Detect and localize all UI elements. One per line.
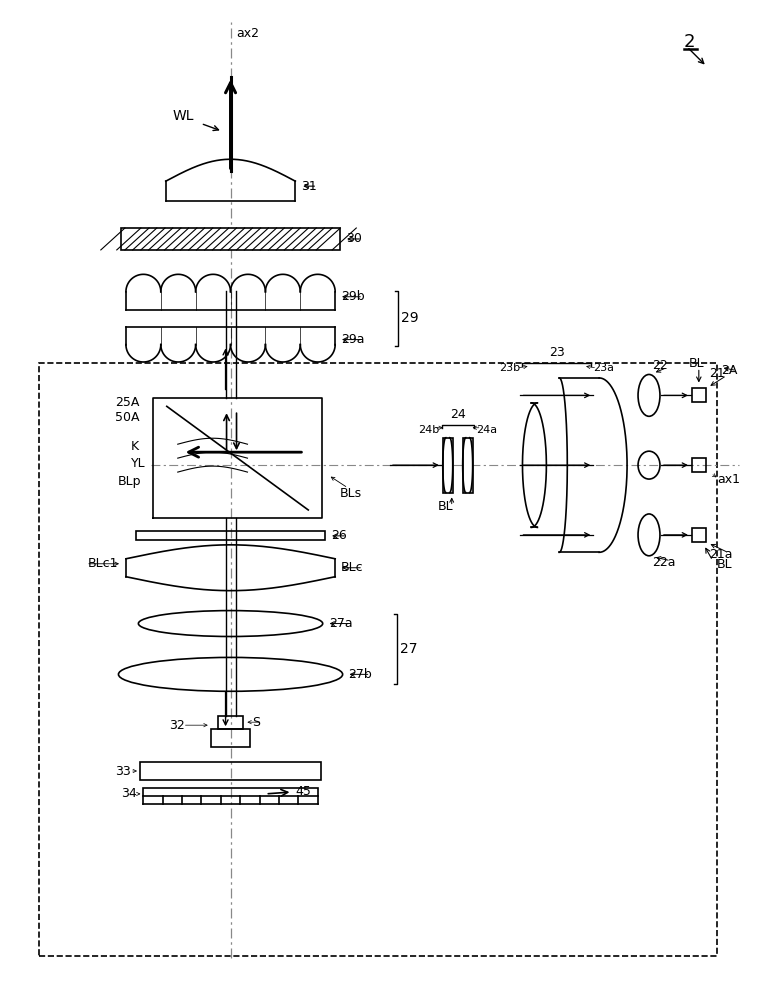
Bar (692, 388, 706, 402)
Text: 21: 21 (709, 367, 725, 380)
Bar (121, 228, 340, 250)
Text: 23: 23 (549, 346, 565, 359)
Text: ax2: ax2 (236, 27, 259, 40)
Text: 22: 22 (652, 359, 668, 372)
Text: BL: BL (438, 500, 453, 513)
Text: BLc1: BLc1 (88, 557, 118, 570)
Bar (218, 716, 243, 729)
Text: 24b: 24b (418, 425, 440, 435)
Text: 31: 31 (301, 180, 317, 193)
Text: 29a: 29a (341, 333, 365, 346)
Bar (211, 729, 250, 747)
Text: 23a: 23a (594, 363, 614, 373)
Text: 21a: 21a (709, 548, 732, 561)
Text: 45: 45 (296, 785, 312, 798)
Text: 32: 32 (169, 719, 184, 732)
Text: BLc: BLc (341, 561, 364, 574)
Text: 27a: 27a (329, 617, 352, 630)
Text: 29b: 29b (341, 290, 365, 303)
Text: BLs: BLs (340, 487, 362, 500)
Text: 50A: 50A (115, 411, 139, 424)
Text: K: K (131, 440, 139, 453)
Text: YL: YL (131, 457, 146, 470)
Text: WL: WL (173, 109, 194, 123)
Text: 24: 24 (449, 408, 465, 421)
Bar (692, 528, 706, 542)
Text: 34: 34 (121, 787, 137, 800)
Text: 2A: 2A (721, 364, 737, 377)
Text: BL: BL (689, 357, 705, 370)
Text: 30: 30 (346, 232, 362, 245)
Bar (136, 531, 325, 540)
Bar (462, 438, 473, 493)
Text: 29: 29 (401, 311, 418, 325)
Bar (140, 762, 321, 780)
Text: 2: 2 (684, 33, 695, 51)
Text: 24a: 24a (475, 425, 496, 435)
Bar (143, 788, 318, 796)
Text: 27b: 27b (349, 668, 372, 681)
Text: 27: 27 (400, 642, 418, 656)
Text: 26: 26 (331, 529, 347, 542)
Text: 22a: 22a (652, 556, 675, 569)
Text: 33: 33 (115, 765, 130, 778)
Text: BL: BL (717, 558, 732, 571)
Text: 23b: 23b (500, 363, 521, 373)
Text: BLp: BLp (118, 475, 142, 488)
Bar (443, 438, 453, 493)
Bar (39, 363, 717, 956)
Text: S: S (252, 716, 261, 729)
Text: 25A: 25A (115, 396, 139, 409)
Text: ax1: ax1 (717, 473, 740, 486)
Bar (692, 458, 706, 472)
